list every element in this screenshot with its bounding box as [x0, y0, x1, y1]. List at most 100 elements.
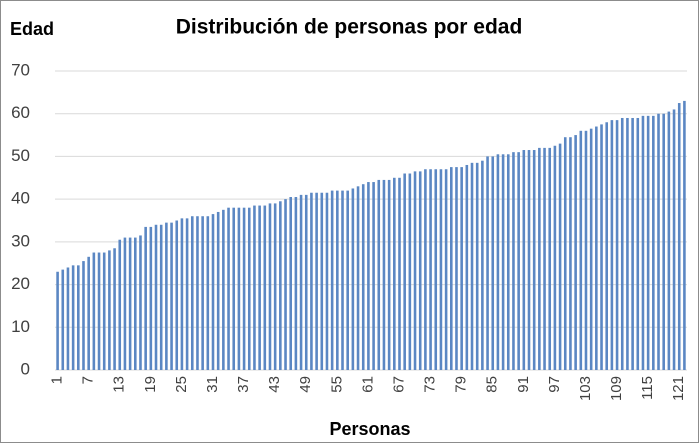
bar	[196, 216, 199, 370]
x-tick-label: 103	[577, 376, 594, 401]
x-tick-label: 121	[670, 376, 687, 401]
bar	[579, 130, 583, 370]
y-tick-label: 50	[11, 146, 30, 165]
x-tick-label: 73	[422, 376, 439, 393]
bar	[61, 269, 65, 370]
bar	[87, 256, 90, 370]
x-tick-label: 115	[639, 376, 656, 400]
bar	[501, 154, 505, 370]
bar	[584, 130, 588, 370]
bar	[92, 252, 96, 370]
bar	[382, 179, 386, 370]
y-tick-label: 0	[21, 359, 30, 378]
bar	[475, 162, 479, 370]
bar	[336, 190, 339, 370]
bar	[211, 214, 215, 370]
bar	[341, 190, 344, 370]
bar	[620, 117, 624, 370]
bar	[134, 237, 137, 370]
bar	[242, 207, 246, 370]
bar	[113, 248, 116, 370]
bar	[123, 237, 127, 370]
x-tick-label: 1	[49, 376, 66, 384]
bar	[346, 190, 349, 370]
bar	[253, 205, 256, 370]
bar	[646, 115, 650, 370]
bar	[677, 103, 681, 371]
bar	[154, 224, 158, 370]
bar	[610, 120, 614, 370]
bar	[108, 250, 111, 370]
bar	[387, 179, 391, 370]
bar	[310, 192, 313, 370]
bar	[403, 173, 406, 370]
x-tick-label: 91	[515, 376, 532, 393]
bar	[66, 267, 70, 370]
bar	[615, 120, 619, 370]
bar	[118, 239, 122, 370]
bar	[258, 205, 261, 370]
bar	[273, 203, 277, 370]
bar	[97, 252, 101, 370]
bar	[626, 117, 629, 370]
bar	[71, 265, 75, 370]
x-tick-label: 85	[484, 376, 501, 393]
bar	[102, 252, 106, 370]
y-tick-label: 70	[11, 60, 30, 79]
bar	[450, 167, 453, 370]
x-tick-label: 55	[328, 376, 345, 393]
bar	[439, 169, 443, 370]
bar	[527, 150, 531, 370]
x-tick-label: 79	[453, 376, 470, 393]
bar	[418, 171, 422, 370]
y-tick-label: 20	[11, 274, 30, 293]
bar	[56, 271, 59, 370]
bar	[222, 209, 225, 370]
bar	[522, 150, 526, 370]
bar	[268, 203, 272, 370]
bar	[662, 113, 665, 370]
bar	[237, 207, 241, 370]
bar	[247, 207, 251, 370]
bar	[175, 220, 179, 370]
bar	[413, 171, 417, 370]
x-tick-label: 31	[204, 376, 221, 393]
bar	[330, 190, 334, 370]
bar	[408, 173, 412, 370]
bar	[631, 117, 634, 370]
y-tick-label: 30	[11, 231, 30, 250]
bar	[185, 218, 189, 370]
bar	[216, 211, 220, 370]
bar	[299, 194, 303, 370]
bar	[429, 169, 432, 370]
bar	[538, 147, 541, 370]
bar	[517, 152, 520, 370]
bar	[605, 122, 608, 370]
bar	[512, 152, 515, 370]
chart-title: Distribución de personas por edad	[176, 16, 523, 39]
x-tick-label: 61	[359, 376, 376, 393]
bar	[294, 197, 298, 370]
bar	[170, 222, 173, 370]
bar	[600, 124, 603, 371]
bar	[279, 201, 282, 370]
bar	[548, 147, 552, 370]
bar	[128, 237, 132, 370]
bar	[315, 192, 318, 370]
bar	[683, 100, 686, 371]
bar	[159, 224, 163, 370]
bar	[553, 145, 557, 370]
bar	[491, 156, 495, 370]
y-axis-label: Edad	[10, 19, 54, 39]
bar	[206, 216, 210, 370]
bar	[558, 143, 562, 370]
bar	[304, 194, 308, 370]
bar	[284, 199, 287, 370]
bar	[77, 265, 80, 370]
bar	[532, 150, 536, 370]
bar	[641, 115, 645, 370]
bar	[574, 135, 577, 370]
bar	[424, 169, 427, 370]
